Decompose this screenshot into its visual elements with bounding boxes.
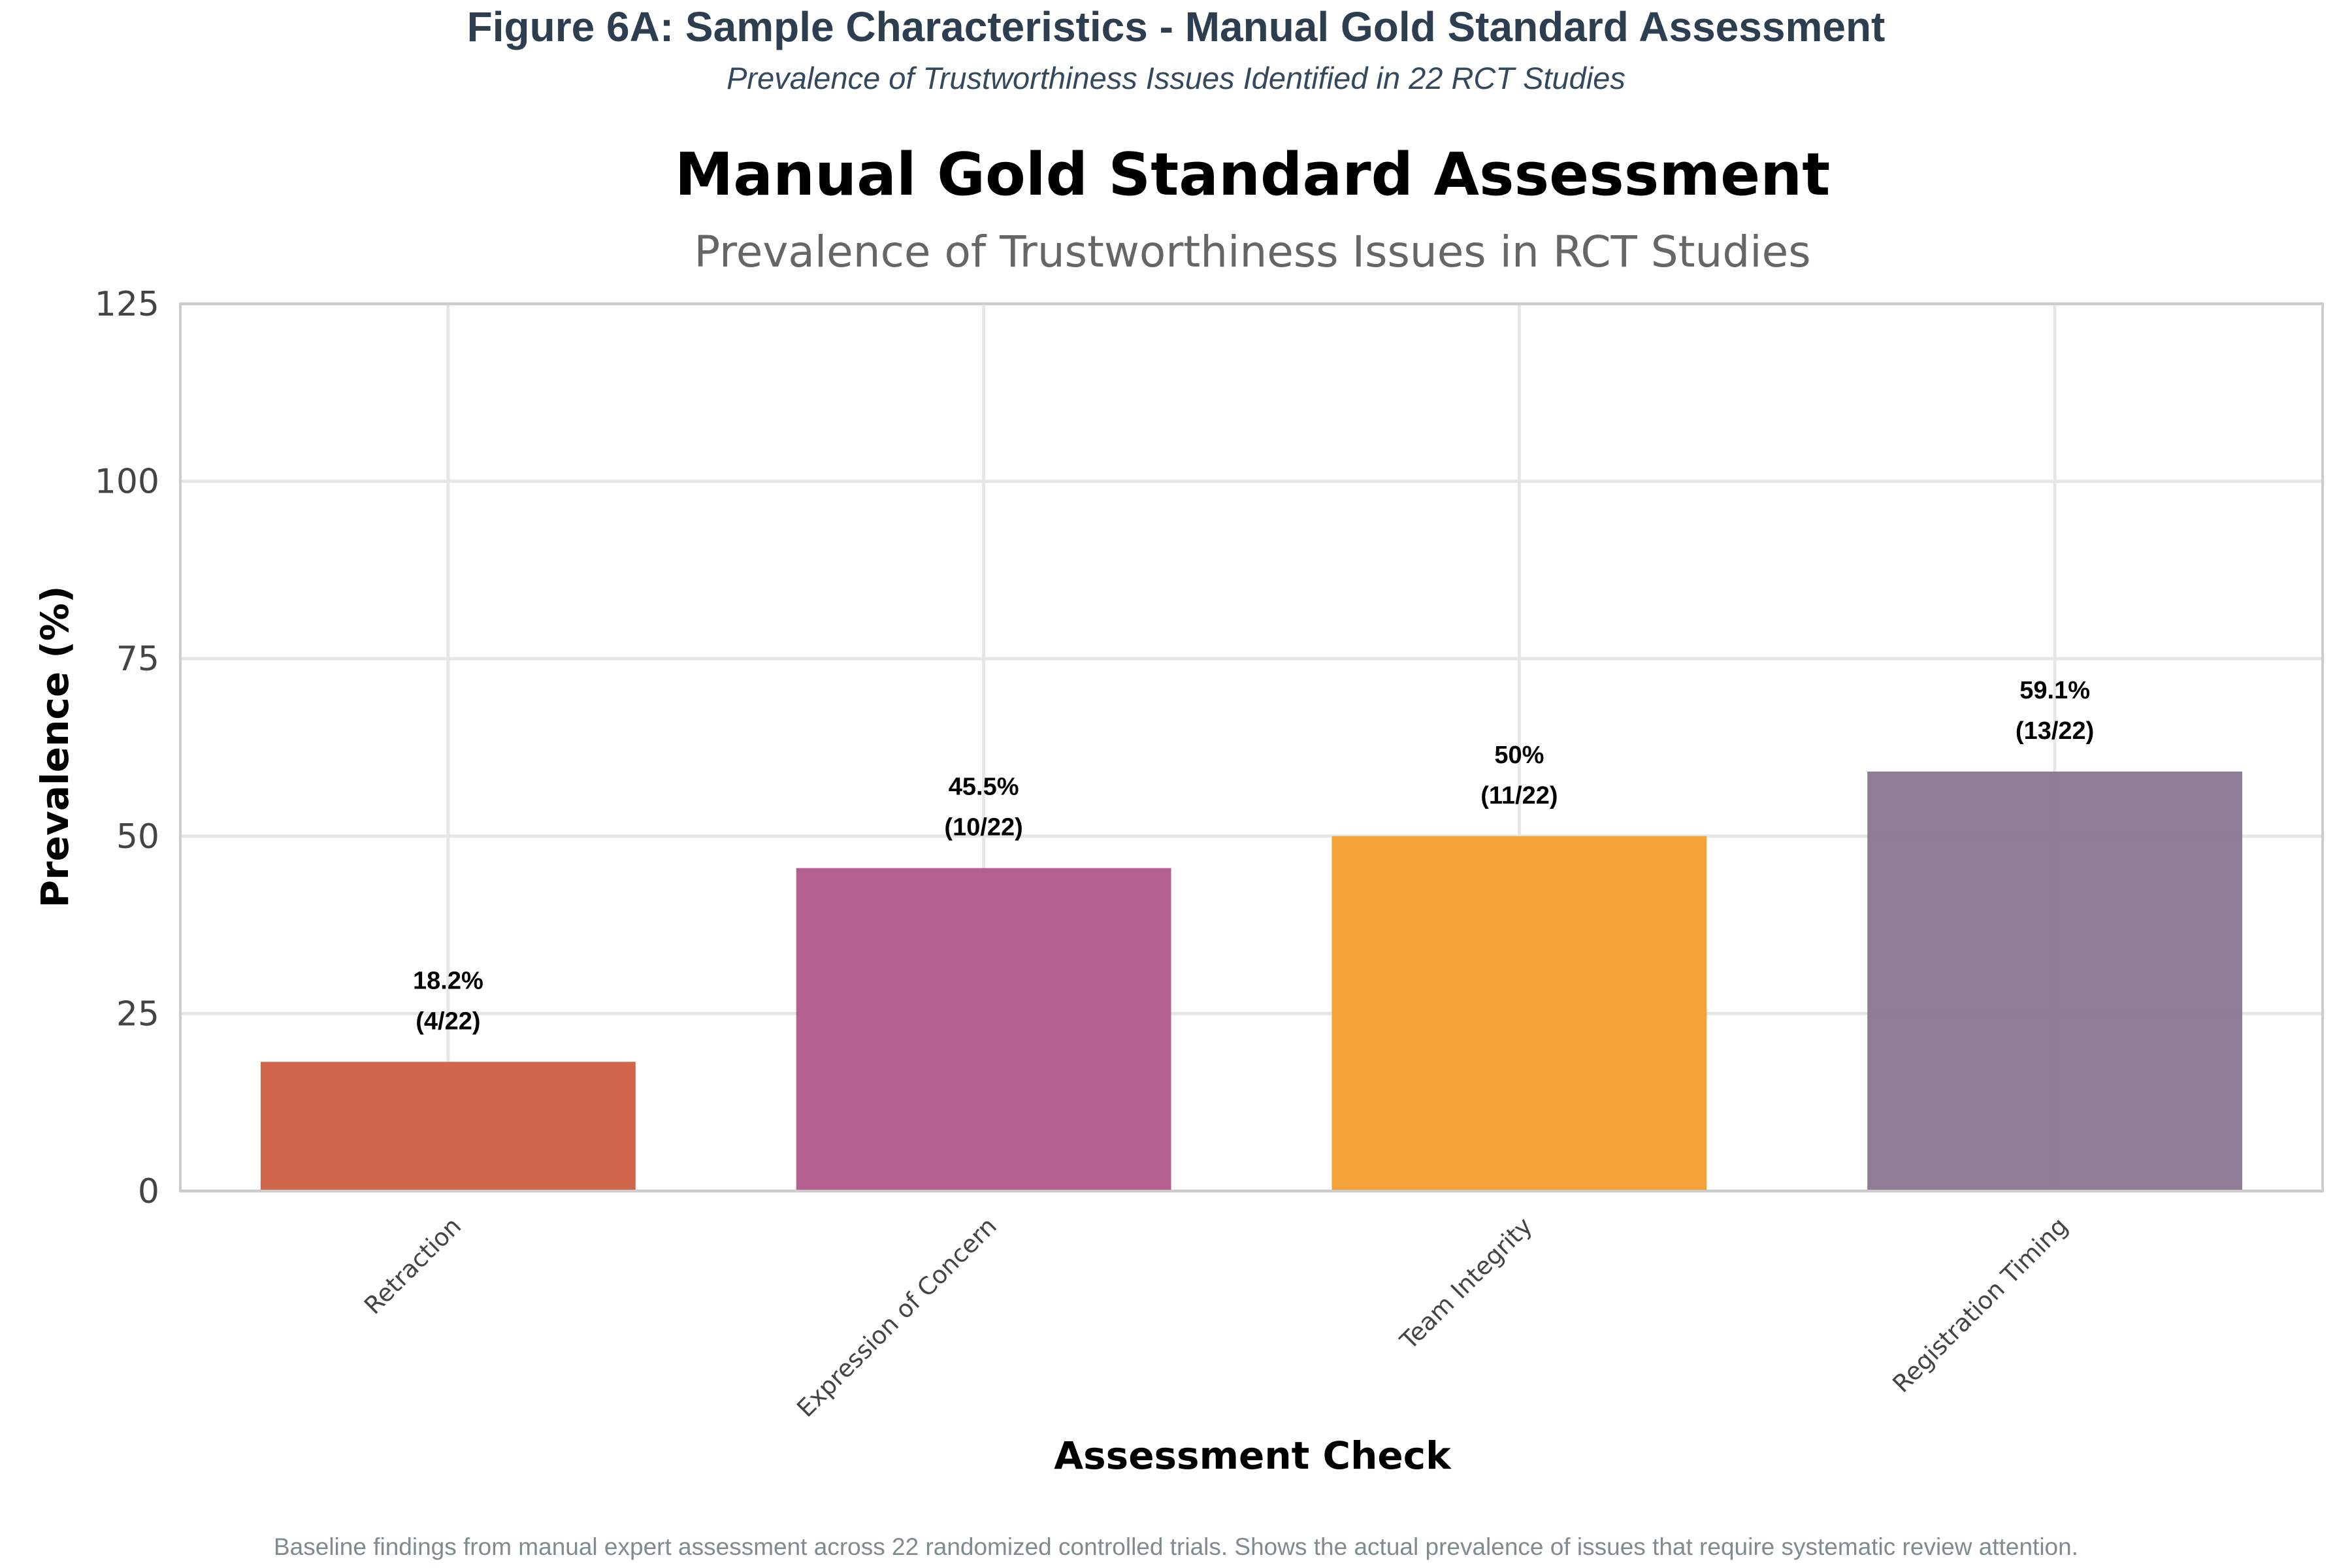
bar-value-label: 59.1% bbox=[2019, 677, 2090, 704]
bar-retraction bbox=[260, 1062, 636, 1191]
x-category-label: Registration Timing bbox=[1887, 1212, 2074, 1398]
bar-count-label: (11/22) bbox=[1480, 782, 1558, 809]
bar-value-label: 50% bbox=[1494, 742, 1544, 769]
y-tick-label: 50 bbox=[116, 817, 159, 857]
plot-title: Manual Gold Standard Assessment bbox=[675, 140, 1831, 209]
figure-title: Figure 6A: Sample Characteristics - Manu… bbox=[467, 3, 1886, 50]
bar-value-label: 18.2% bbox=[413, 967, 483, 994]
bar-count-label: (4/22) bbox=[416, 1007, 480, 1035]
bar-count-label: (10/22) bbox=[944, 814, 1022, 841]
x-category-label: Team Integrity bbox=[1394, 1212, 1538, 1356]
y-tick-label: 100 bbox=[95, 463, 159, 502]
y-axis-ticks: 0 25 50 75 100 125 bbox=[95, 285, 159, 1211]
figure-caption: Baseline findings from manual expert ass… bbox=[274, 1533, 2078, 1560]
y-axis-title: Prevalence (%) bbox=[33, 586, 77, 908]
y-tick-label: 75 bbox=[116, 640, 159, 679]
y-tick-label: 25 bbox=[116, 994, 159, 1034]
plot-frame bbox=[179, 302, 2324, 1192]
x-axis-categories: Retraction Expression of Concern Team Inte… bbox=[359, 1212, 2073, 1422]
x-category-label: Retraction bbox=[359, 1212, 466, 1320]
bar-team-integrity bbox=[1331, 836, 1707, 1191]
bars bbox=[260, 771, 2243, 1191]
plot-subtitle: Prevalence of Trustworthiness Issues in … bbox=[694, 227, 1810, 277]
x-axis-title: Assessment Check bbox=[1054, 1433, 1452, 1478]
figure-subtitle: Prevalence of Trustworthiness Issues Ide… bbox=[727, 61, 1625, 95]
y-tick-label: 0 bbox=[138, 1172, 159, 1211]
y-tick-label: 125 bbox=[95, 285, 159, 324]
bar-count-label: (13/22) bbox=[2016, 717, 2094, 745]
bar-registration-timing bbox=[1867, 771, 2243, 1191]
bar-value-label: 45.5% bbox=[949, 774, 1019, 801]
bar-expression-of-concern bbox=[796, 868, 1171, 1191]
data-labels: 18.2% (4/22) 45.5% (10/22) 50% (11/22) 59.1% (1… bbox=[413, 677, 2094, 1035]
x-category-label: Expression of Concern bbox=[791, 1212, 1002, 1422]
